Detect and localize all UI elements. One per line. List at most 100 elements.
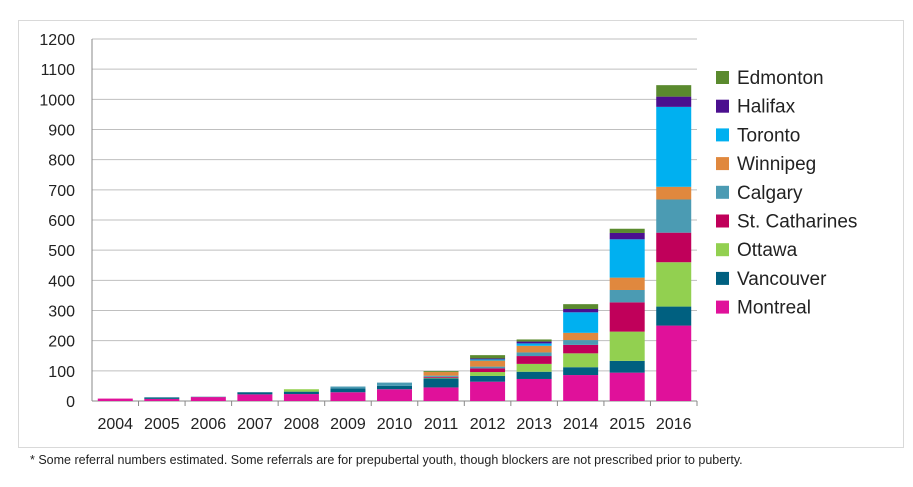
x-tick-label: 2004	[97, 416, 133, 433]
bar-montreal-2013	[516, 378, 552, 401]
bar-toronto-2014	[563, 312, 599, 333]
x-tick-label: 2014	[563, 416, 599, 433]
bar-montreal-2016	[656, 325, 692, 401]
bar-vancouver-2010	[377, 385, 412, 390]
bar-st-catharines-2014	[563, 344, 599, 354]
bar-vancouver-2009	[330, 388, 366, 393]
bar-halifax-2016	[656, 96, 692, 107]
bar-st-catharines-2012	[470, 368, 506, 373]
legend-swatch	[716, 243, 729, 257]
bar-winnipeg-2015	[609, 277, 645, 290]
bar-ottawa-2011	[423, 377, 459, 379]
bar-halifax-2012	[470, 358, 506, 360]
bar-vancouver-2007	[237, 392, 273, 395]
y-tick-label: 1100	[41, 62, 76, 79]
legend-swatch	[716, 214, 729, 228]
bar-montreal-2010	[377, 389, 412, 401]
bar-winnipeg-2016	[656, 186, 692, 200]
legend-swatch	[716, 185, 729, 199]
bar-halifax-2014	[563, 308, 599, 313]
bar-montreal-2008	[283, 394, 319, 401]
bar-winnipeg-2011	[423, 372, 459, 376]
bar-calgary-2009	[330, 386, 366, 389]
bar-ottawa-2012	[470, 372, 506, 376]
bar-toronto-2012	[470, 359, 506, 361]
bar-ottawa-2014	[563, 353, 599, 368]
x-tick-label: 2016	[656, 416, 692, 433]
legend-label: Edmonton	[737, 68, 824, 89]
bar-montreal-2011	[423, 387, 459, 401]
bar-edmonton-2011	[423, 371, 459, 373]
x-tick-label: 2010	[377, 416, 413, 433]
bar-winnipeg-2012	[470, 360, 506, 367]
bar-st-catharines-2013	[516, 356, 552, 364]
bar-vancouver-2008	[283, 391, 319, 395]
bar-calgary-2014	[563, 340, 599, 345]
legend-swatch	[716, 71, 729, 84]
bar-vancouver-2005	[144, 397, 180, 399]
footnote: * Some referral numbers estimated. Some …	[30, 453, 743, 467]
y-tick-label: 500	[48, 243, 75, 260]
bar-vancouver-2012	[470, 375, 506, 382]
bar-ottawa-2013	[516, 363, 552, 372]
bar-montreal-2006	[190, 397, 226, 401]
bar-calgary-2015	[609, 289, 645, 303]
bar-st-catharines-2011	[423, 376, 459, 378]
legend-label: St. Catharines	[737, 212, 857, 233]
y-tick-label: 100	[48, 364, 75, 381]
x-tick-label: 2009	[330, 416, 366, 433]
legend-label: Halifax	[737, 97, 796, 118]
bar-montreal-2005	[144, 398, 180, 401]
bar-calgary-2011	[423, 375, 459, 377]
bar-calgary-2013	[516, 352, 552, 357]
bar-edmonton-2012	[470, 355, 506, 359]
bar-winnipeg-2013	[516, 345, 552, 353]
legend-label: Winnipeg	[737, 154, 816, 175]
x-tick-label: 2008	[284, 416, 320, 433]
x-tick-label: 2006	[191, 416, 227, 433]
bar-edmonton-2013	[516, 339, 552, 342]
legend-swatch	[716, 300, 729, 314]
bar-st-catharines-2015	[609, 302, 645, 332]
bar-vancouver-2015	[609, 360, 645, 373]
x-tick-label: 2013	[516, 416, 552, 433]
y-tick-label: 800	[48, 153, 75, 170]
y-tick-label: 300	[48, 304, 75, 321]
bar-montreal-2015	[609, 372, 645, 401]
bar-montreal-2009	[330, 392, 366, 401]
legend-swatch	[716, 157, 729, 171]
bar-st-catharines-2016	[656, 232, 692, 263]
bar-halifax-2015	[609, 232, 645, 240]
bar-halifax-2013	[516, 341, 552, 344]
bar-ottawa-2016	[656, 262, 692, 307]
x-tick-label: 2012	[470, 416, 506, 433]
bar-toronto-2013	[516, 343, 552, 346]
x-tick-label: 2005	[144, 416, 180, 433]
bar-edmonton-2016	[656, 85, 692, 97]
bar-edmonton-2014	[563, 304, 599, 309]
bar-calgary-2012	[470, 366, 506, 369]
bar-vancouver-2011	[423, 378, 459, 388]
y-tick-label: 600	[48, 213, 75, 230]
bar-toronto-2015	[609, 239, 645, 278]
bar-montreal-2004	[97, 398, 133, 401]
y-tick-label: 1200	[39, 32, 75, 49]
bar-ottawa-2015	[609, 331, 645, 361]
y-tick-label: 900	[48, 123, 75, 140]
y-tick-label: 1000	[39, 92, 75, 109]
bar-edmonton-2015	[609, 228, 645, 233]
legend-label: Ottawa	[737, 240, 798, 261]
x-tick-label: 2011	[424, 416, 459, 433]
legend-swatch	[716, 128, 729, 142]
y-tick-label: 200	[48, 334, 75, 351]
bar-vancouver-2014	[563, 367, 599, 376]
y-tick-label: 400	[48, 273, 75, 290]
bar-toronto-2016	[656, 106, 692, 187]
y-tick-label: 0	[66, 394, 75, 411]
y-tick-label: 700	[48, 183, 75, 200]
x-tick-label: 2015	[609, 416, 645, 433]
legend-swatch	[716, 271, 729, 285]
bar-calgary-2010	[377, 382, 412, 386]
bar-vancouver-2016	[656, 306, 692, 326]
legend-swatch	[716, 99, 729, 113]
